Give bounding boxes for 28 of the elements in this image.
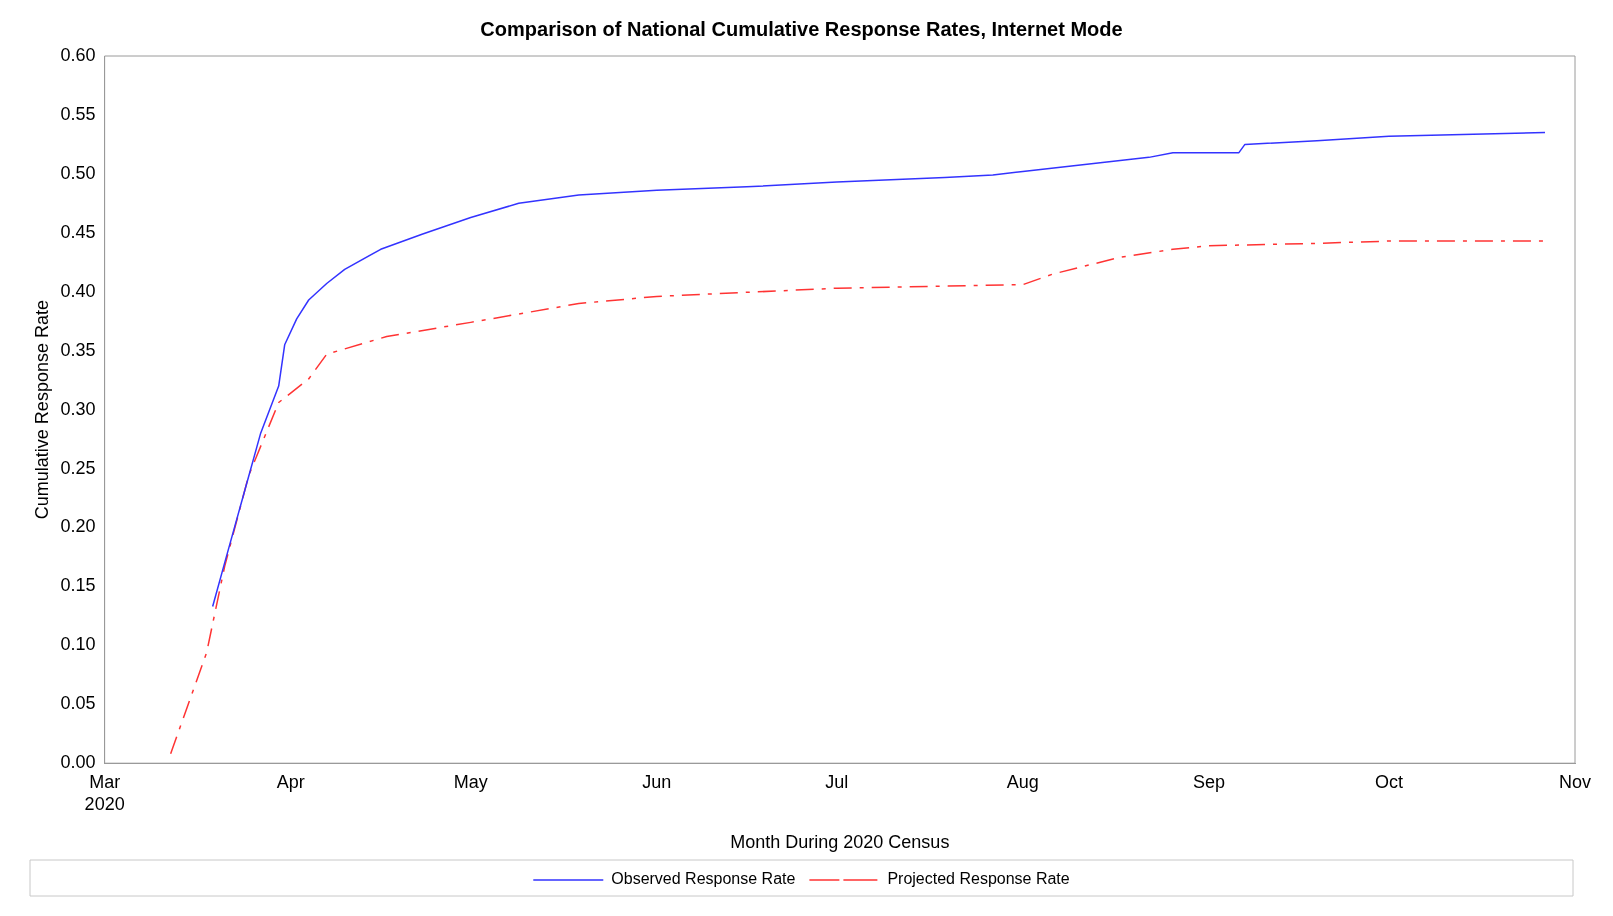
x-tick-label: Nov bbox=[1558, 771, 1592, 792]
legend-label: Observed Response Rate bbox=[611, 870, 796, 888]
x-tick-label: Jul bbox=[825, 771, 849, 792]
y-tick-label: 0.50 bbox=[60, 162, 96, 183]
chart-title: Comparison of National Cumulative Response Rates, Internet Mode bbox=[480, 17, 1123, 40]
y-tick-label: 0.15 bbox=[60, 575, 96, 596]
x-tick-label: May bbox=[453, 771, 488, 792]
y-tick-label: 0.35 bbox=[60, 339, 96, 360]
line-series bbox=[169, 240, 1546, 755]
x-tick-label: Sep bbox=[1192, 771, 1225, 792]
y-tick-label: 0.00 bbox=[60, 752, 96, 773]
y-tick-label: 0.60 bbox=[60, 44, 96, 65]
y-tick-label: 0.45 bbox=[60, 221, 96, 242]
y-tick-label: 0.10 bbox=[60, 634, 96, 655]
y-tick-label: 0.55 bbox=[60, 103, 96, 124]
x-tick-label: Apr bbox=[276, 771, 305, 792]
y-axis-title: Cumulative Response Rate bbox=[31, 300, 52, 520]
x-axis-title: Month During 2020 Census bbox=[730, 832, 950, 853]
y-tick-label: 0.25 bbox=[60, 457, 96, 478]
y-tick-label: 0.30 bbox=[60, 398, 96, 419]
legend-label: Projected Response Rate bbox=[887, 870, 1070, 888]
y-tick-label: 0.40 bbox=[60, 280, 96, 301]
y-tick-label: 0.20 bbox=[60, 516, 96, 537]
x-tick-label: Oct bbox=[1374, 771, 1403, 792]
x-tick-label: Aug bbox=[1006, 771, 1039, 792]
y-tick-label: 0.05 bbox=[60, 693, 96, 714]
x-tick-label: Jun bbox=[642, 771, 672, 792]
x-tick-label: Mar 2020 bbox=[84, 771, 125, 814]
